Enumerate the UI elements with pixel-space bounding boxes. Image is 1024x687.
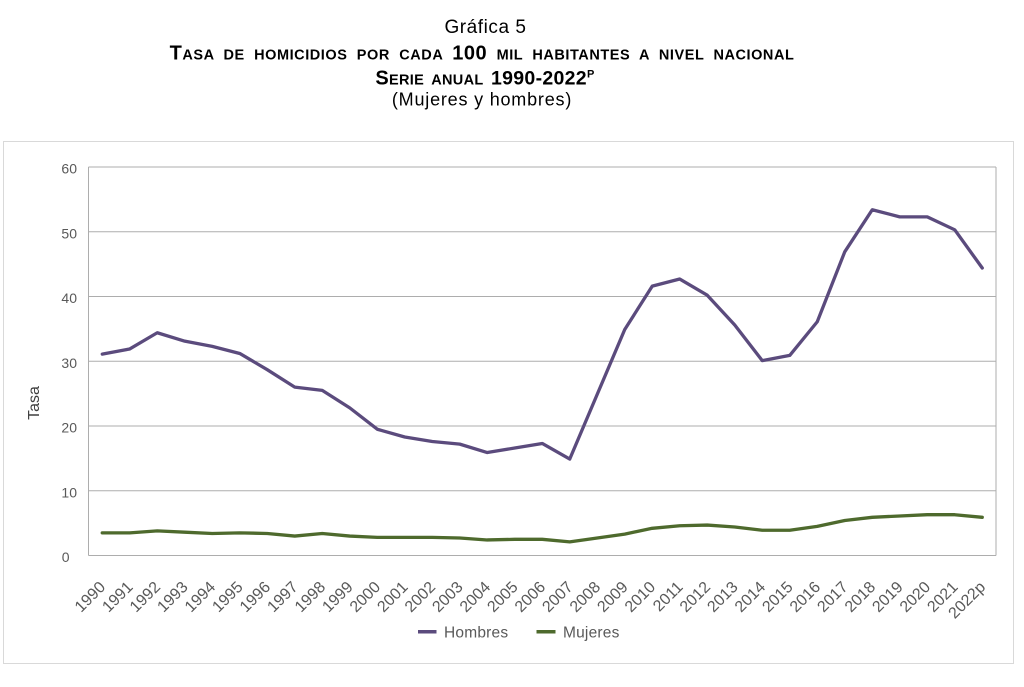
svg-text:50: 50 bbox=[61, 225, 77, 241]
svg-text:60: 60 bbox=[61, 161, 77, 177]
svg-text:Gráfica 5: Gráfica 5 bbox=[444, 17, 526, 38]
svg-text:0: 0 bbox=[62, 549, 70, 565]
svg-text:40: 40 bbox=[61, 290, 77, 306]
svg-text:20: 20 bbox=[61, 420, 77, 436]
svg-text:TASA DE HOMICIDIOS POR CADA 10: TASA DE HOMICIDIOS POR CADA 100 MIL HABI… bbox=[170, 43, 795, 65]
svg-text:Mujeres: Mujeres bbox=[563, 625, 620, 642]
svg-text:SERIE ANUAL 1990-2022P: SERIE ANUAL 1990-2022P bbox=[375, 68, 594, 90]
svg-text:10: 10 bbox=[61, 484, 77, 500]
svg-text:Tasa: Tasa bbox=[26, 386, 43, 420]
svg-text:(Mujeres y hombres): (Mujeres y hombres) bbox=[392, 90, 572, 110]
svg-text:Hombres: Hombres bbox=[444, 625, 508, 642]
svg-text:30: 30 bbox=[61, 355, 77, 371]
